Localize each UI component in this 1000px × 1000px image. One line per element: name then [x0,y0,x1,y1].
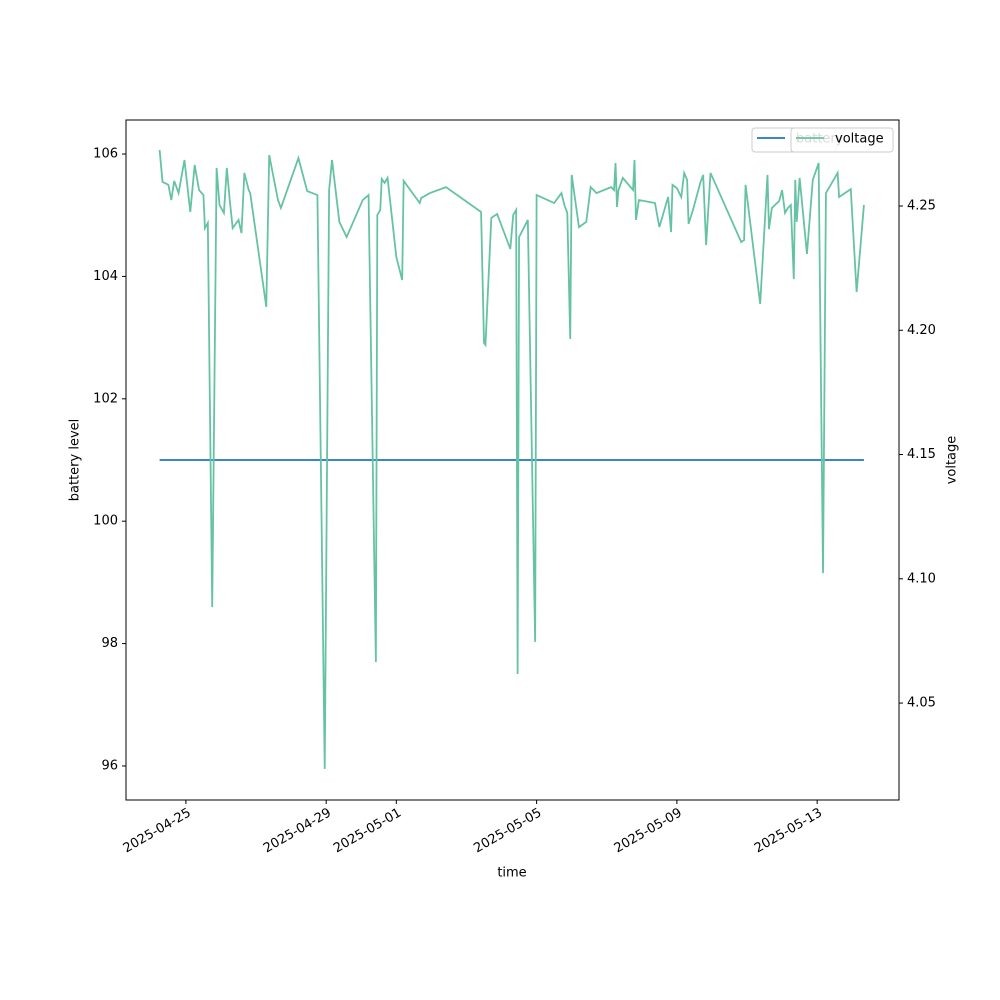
x-tick-label: 2025-05-01 [331,806,404,857]
y2-tick-label: 4.05 [907,696,936,711]
y2-axis-label: voltage [945,436,960,485]
y2-tick-label: 4.15 [907,447,936,462]
y-tick-label: 100 [93,514,118,529]
y2-tick-label: 4.10 [907,571,936,586]
y-axis-label: battery level [68,419,83,502]
y2-tick-label: 4.25 [907,198,936,213]
x-tick-label: 2025-04-25 [121,806,194,857]
y2-tick-label: 4.20 [907,323,936,338]
x-tick-label: 2025-05-13 [752,806,825,857]
legend-box [790,127,894,153]
plot-frame [125,119,900,801]
y-tick-label: 102 [93,391,118,406]
data-line [158,149,865,769]
y-tick-label: 104 [93,269,118,284]
y-tick-label: 98 [101,636,118,651]
legend-label: voltage [835,132,884,147]
y-tick-label: 96 [101,758,118,773]
x-axis-label: time [497,866,526,881]
x-tick-label: 2025-04-29 [261,806,334,857]
x-tick-label: 2025-05-09 [612,806,685,857]
x-tick-label: 2025-05-05 [471,806,544,857]
y-tick-label: 106 [93,147,118,162]
